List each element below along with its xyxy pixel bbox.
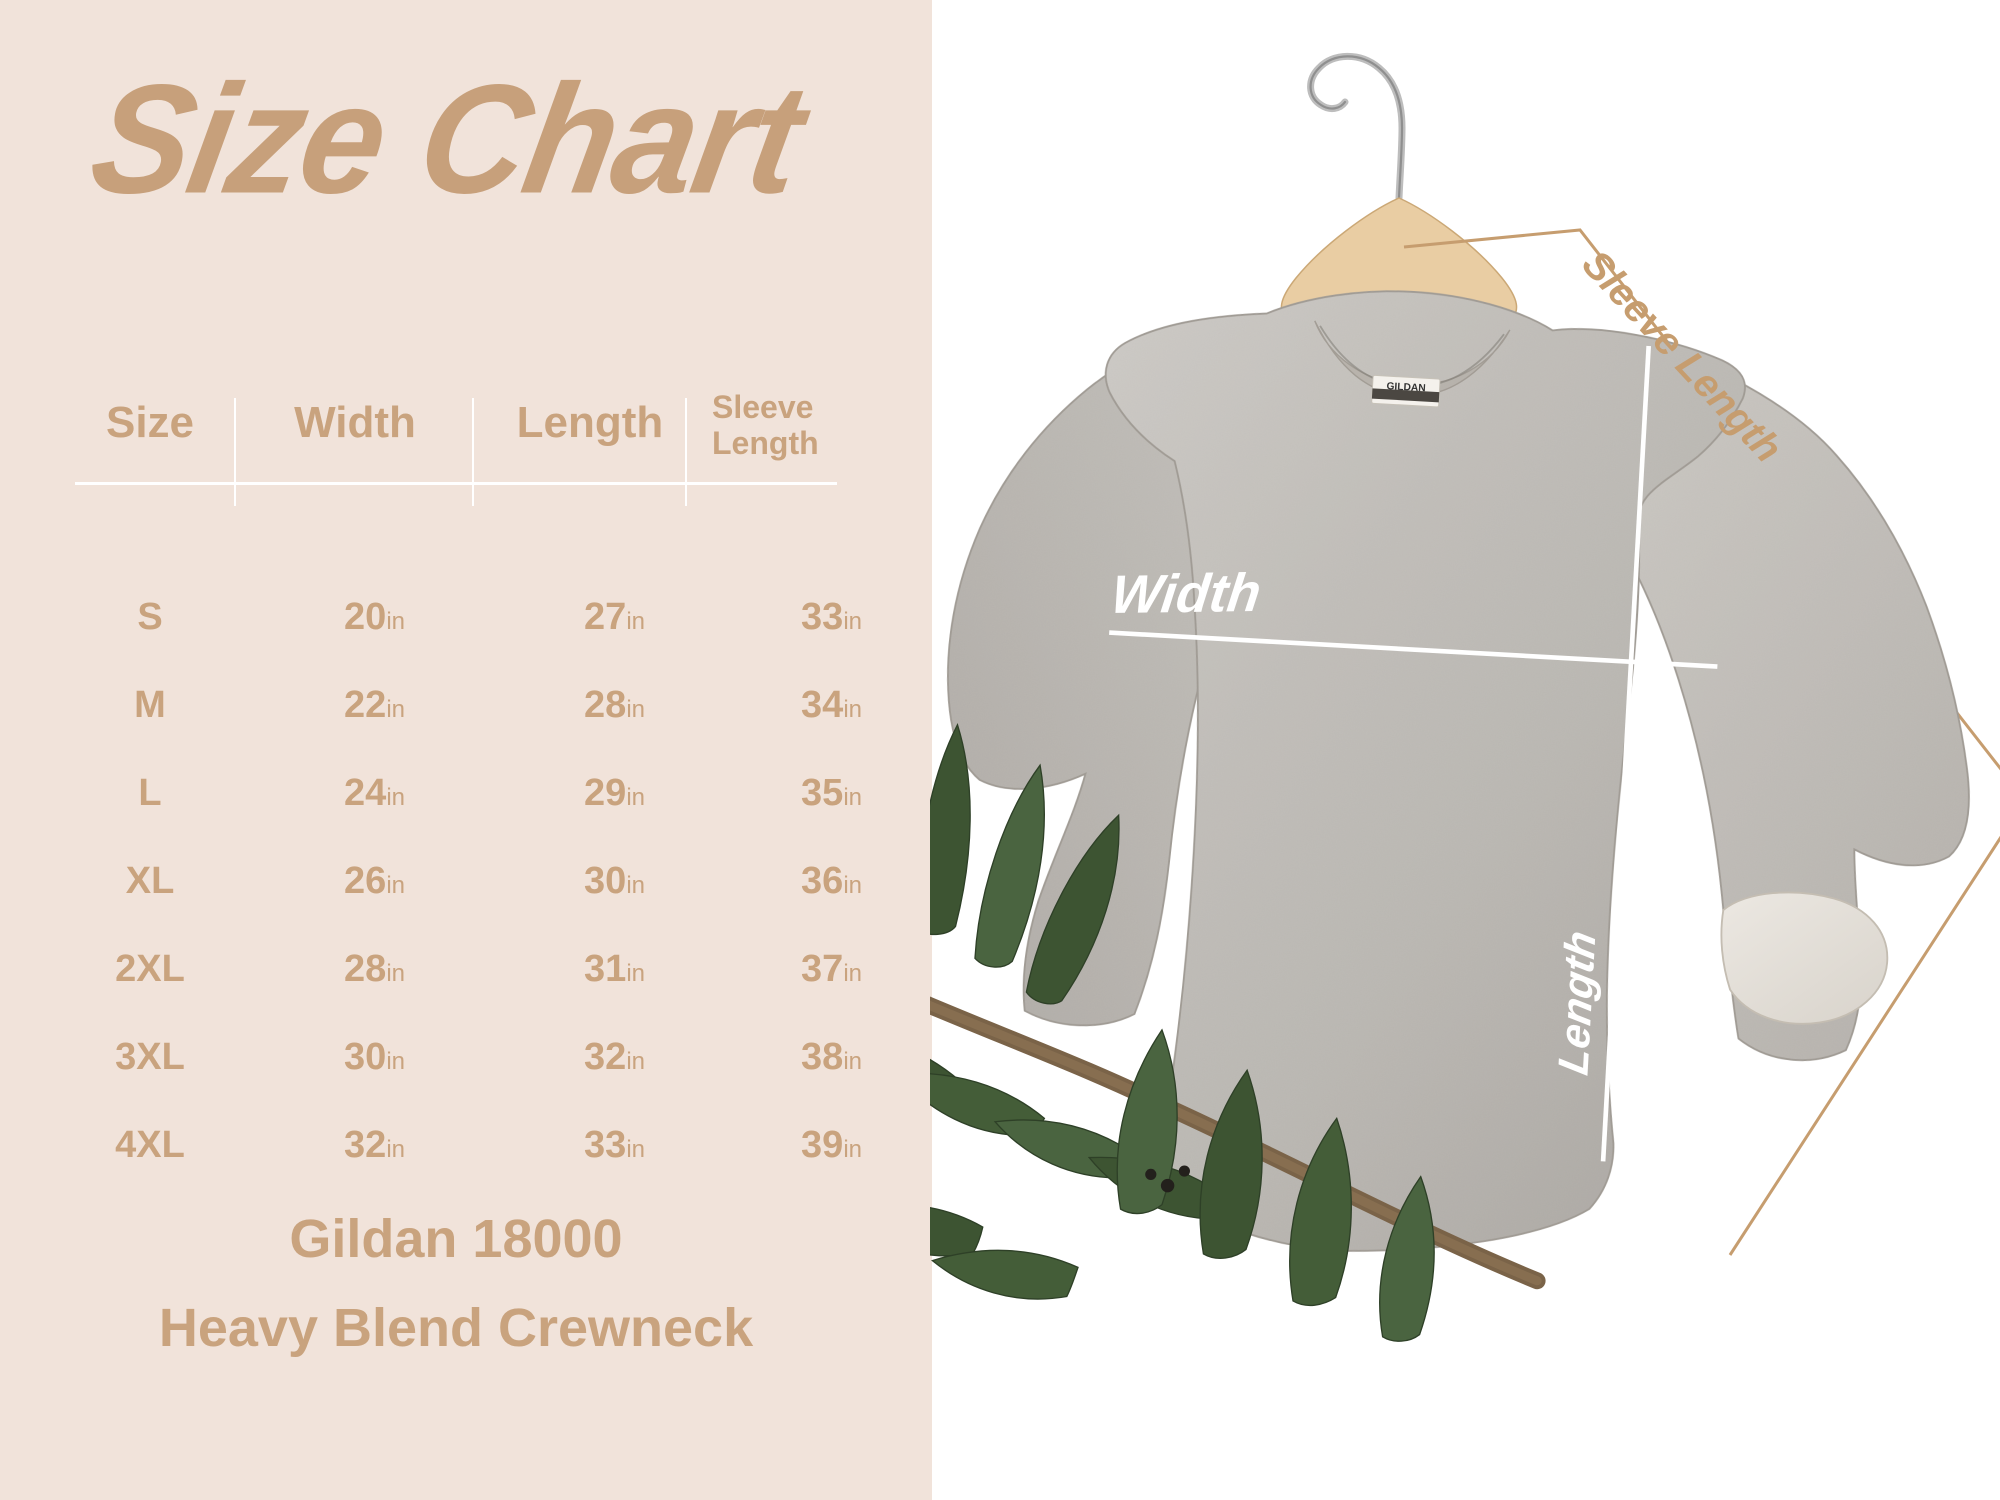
svg-text:Width: Width — [1108, 563, 1265, 625]
svg-text:Length: Length — [1550, 927, 1605, 1079]
svg-text:GILDAN: GILDAN — [1386, 381, 1426, 394]
